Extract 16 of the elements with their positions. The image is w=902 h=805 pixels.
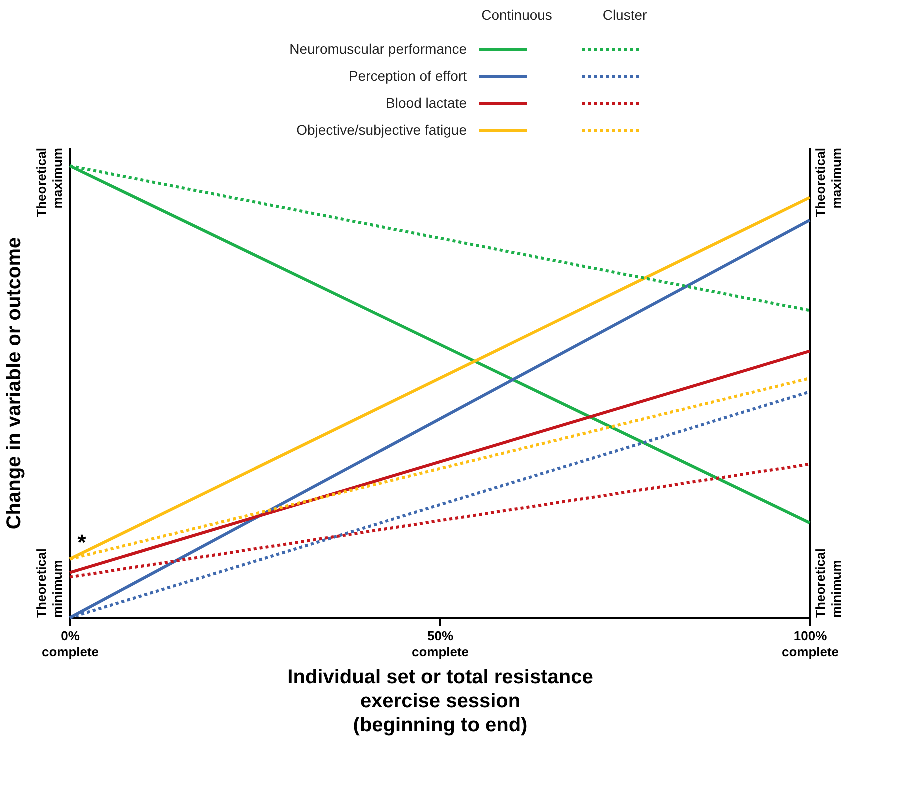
legend-label: Neuromuscular performance bbox=[290, 41, 468, 57]
annotation: * bbox=[78, 530, 87, 555]
legend-label: Blood lactate bbox=[386, 95, 468, 111]
x-tick-label: 100% complete bbox=[782, 628, 840, 660]
text: Theoretical maximum bbox=[813, 148, 844, 218]
text: Theoretical minimum bbox=[34, 548, 65, 618]
text: Theoretical maximum bbox=[34, 148, 65, 218]
text: Continuous bbox=[482, 7, 552, 23]
y-axis-title: Change in variable or outcome bbox=[4, 237, 26, 530]
legend-label: Perception of effort bbox=[348, 68, 468, 84]
x-axis-title: Individual set or total resistance exercise session (beginning to end) bbox=[288, 666, 594, 736]
text: Theoretical minimum bbox=[813, 548, 844, 618]
x-tick-label: 0% complete bbox=[42, 628, 100, 660]
x-tick-label: 50% complete bbox=[412, 628, 470, 660]
text: Cluster bbox=[602, 7, 648, 23]
legend-label: Objective/subjective fatigue bbox=[296, 122, 468, 138]
